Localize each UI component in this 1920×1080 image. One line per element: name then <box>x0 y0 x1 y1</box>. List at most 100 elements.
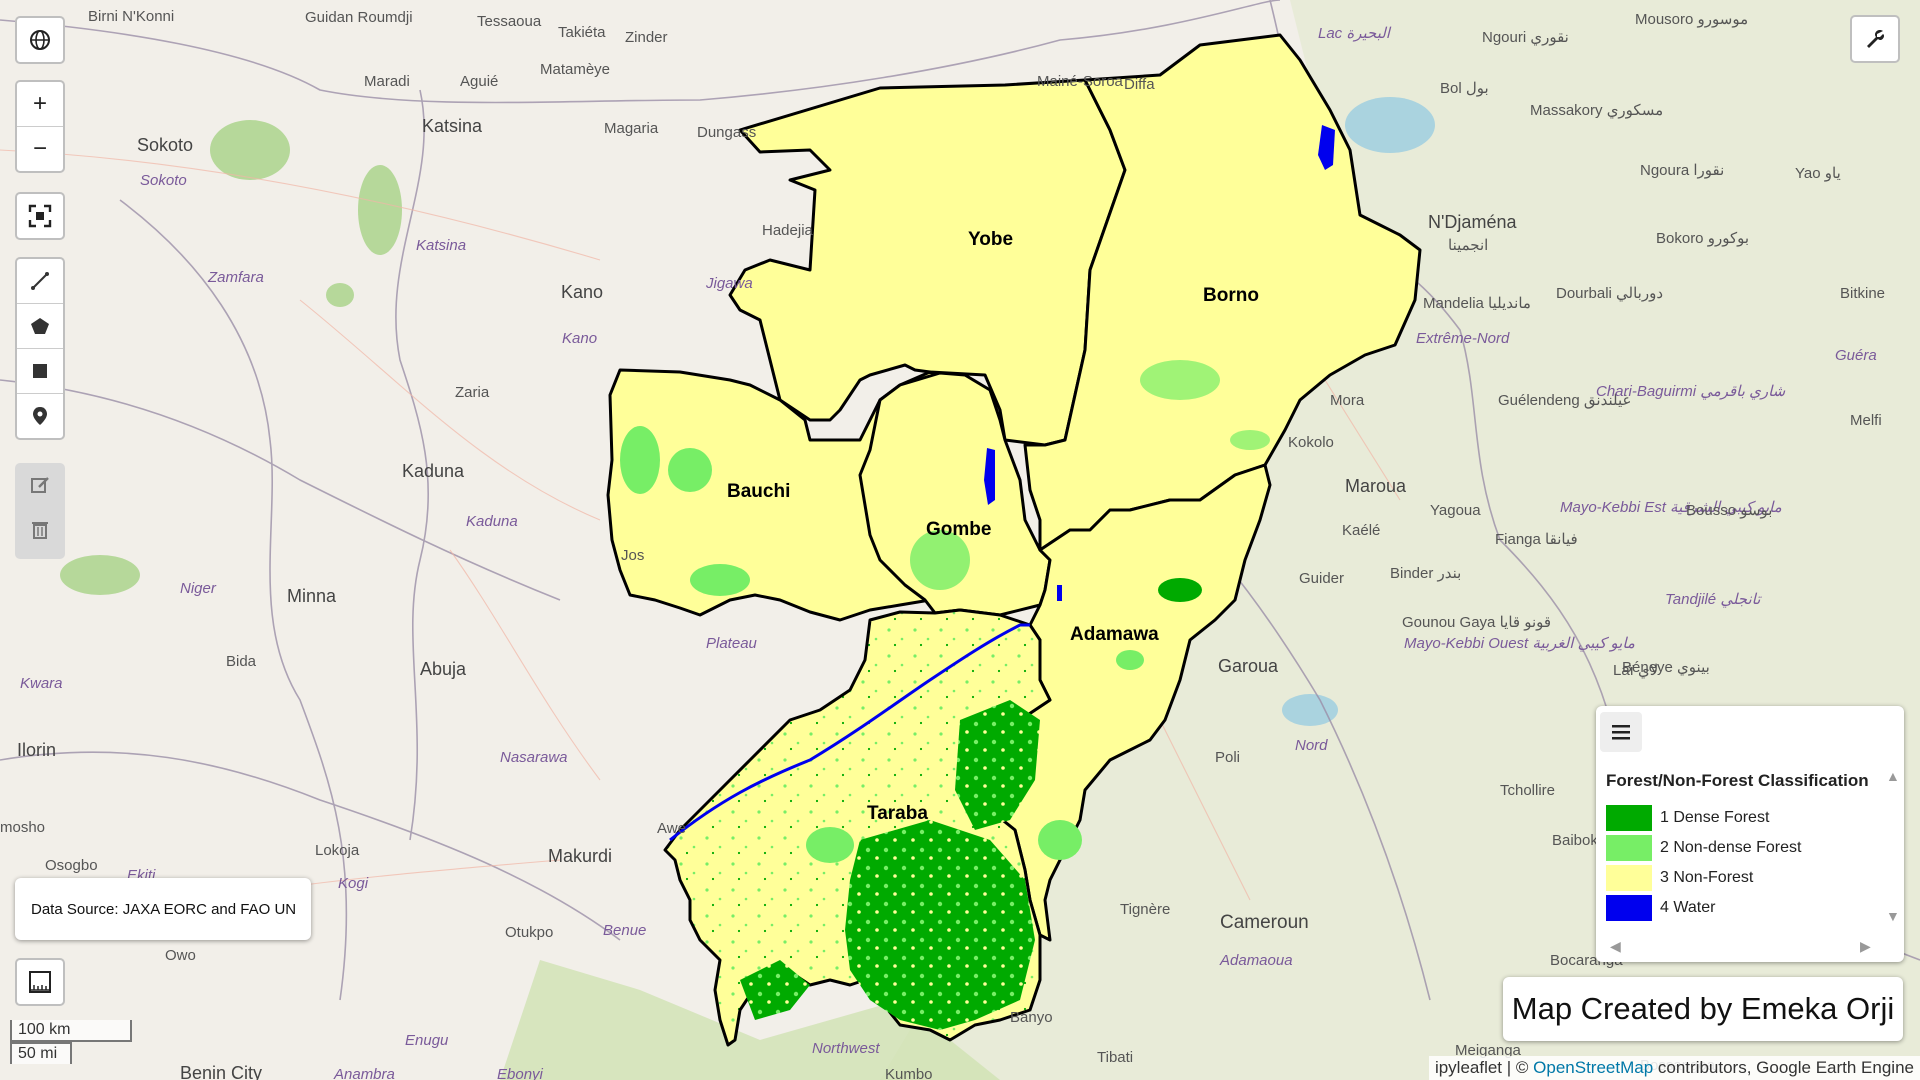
base-label: Aguié <box>460 73 498 90</box>
draw-polygon-button[interactable] <box>17 304 63 349</box>
base-label: Zaria <box>455 384 490 401</box>
forest-bauchi-3 <box>690 564 750 596</box>
scroll-up-icon[interactable]: ▲ <box>1886 768 1900 784</box>
base-label: Yao ياو <box>1795 165 1841 182</box>
forest-borno-2 <box>1230 430 1270 450</box>
base-label: Nord <box>1295 737 1328 754</box>
zoom-out-button[interactable]: − <box>32 135 47 162</box>
dam-gombe <box>984 448 995 505</box>
base-label: Cameroun <box>1220 912 1309 933</box>
base-water-2 <box>1282 694 1338 726</box>
legend-item: 2 Non-dense Forest <box>1606 834 1801 862</box>
data-source-text: Data Source: JAXA EORC and FAO UN <box>31 900 297 918</box>
data-source-box: Data Source: JAXA EORC and FAO UN <box>15 878 311 940</box>
scroll-right-icon[interactable]: ▶ <box>1860 938 1871 954</box>
delete-layers-button[interactable] <box>15 507 65 551</box>
base-label: Jigawa <box>705 275 753 292</box>
base-label: Benin City <box>180 1063 262 1080</box>
base-label: Sokoto <box>137 135 193 155</box>
scroll-left-icon[interactable]: ◀ <box>1610 938 1621 954</box>
legend-label: 2 Non-dense Forest <box>1660 839 1802 856</box>
base-label: Makurdi <box>548 846 612 866</box>
base-label: Ebonyi <box>497 1066 544 1080</box>
forest-bauchi-2 <box>620 426 660 494</box>
base-label: Tignère <box>1120 901 1170 918</box>
forest-taraba-5 <box>1038 820 1082 860</box>
base-label: Garoua <box>1218 656 1279 676</box>
base-label: Gounou Gaya قونو قايا <box>1402 614 1551 631</box>
forest-patches <box>620 360 1270 1030</box>
base-label: Osogbo <box>45 857 98 874</box>
edit-layers-button[interactable] <box>15 463 65 507</box>
edit-toolbar <box>15 463 65 559</box>
benue-river <box>669 623 1030 842</box>
base-label: Bousso بوسو <box>1686 502 1772 519</box>
base-label: Guider <box>1299 570 1344 587</box>
state-label-yobe: Yobe <box>968 229 1013 250</box>
base-label: Maroua <box>1345 476 1407 496</box>
attribution: ipyleaflet | © OpenStreetMap contributor… <box>1428 1056 1920 1080</box>
base-label: Birni N'Konni <box>88 8 174 25</box>
base-label: Lokoja <box>315 842 360 859</box>
base-label: Béneye بينوي <box>1622 659 1710 676</box>
base-forest-3 <box>60 555 140 595</box>
base-label: Kaduna <box>402 461 465 481</box>
base-label: mosho <box>0 819 45 836</box>
legend-panel: Forest/Non-Forest Classification 1 Dense… <box>1596 706 1904 962</box>
base-label: Niger <box>180 580 217 597</box>
scale-bar: 100 km 50 mi <box>10 1020 132 1064</box>
base-label: Meiganga <box>1455 1042 1522 1059</box>
legend-menu-button[interactable] <box>1600 712 1642 752</box>
base-label: Kogi <box>338 875 369 892</box>
toolbar-button[interactable] <box>1850 15 1900 63</box>
forest-taraba-mid <box>955 700 1040 830</box>
base-label: Mayo-Kebbi Ouest مايو كيبي الغربية <box>1404 635 1635 652</box>
base-label: Jos <box>621 547 644 564</box>
forest-taraba-4 <box>806 827 854 863</box>
scroll-down-icon[interactable]: ▼ <box>1886 908 1900 924</box>
base-label: Banyo <box>1010 1009 1053 1026</box>
base-label: Tandjilé تانجلي <box>1665 591 1762 608</box>
base-label: Poli <box>1215 749 1240 766</box>
base-label: Northwest <box>812 1040 880 1057</box>
legend-swatch <box>1606 865 1652 891</box>
base-label: Tchollire <box>1500 782 1555 799</box>
attribution-prefix: ipyleaflet | © <box>1434 1058 1534 1077</box>
state-label-gombe: Gombe <box>926 519 991 540</box>
fullscreen-icon <box>28 204 52 228</box>
forest-taraba-west <box>740 960 810 1020</box>
draw-polyline-button[interactable] <box>17 259 63 304</box>
base-label: Kano <box>562 330 597 347</box>
legend-label: 1 Dense Forest <box>1660 809 1770 826</box>
credit-box: Map Created by Emeka Orji <box>1503 977 1903 1041</box>
base-label: Ngouri نقوري <box>1482 29 1569 46</box>
globe-button[interactable] <box>15 16 65 64</box>
fullscreen-button[interactable] <box>15 192 65 240</box>
base-label: N'Djaména <box>1428 212 1517 232</box>
base-label: Anambra <box>333 1066 395 1080</box>
draw-marker-button[interactable] <box>17 394 63 438</box>
base-label: Melfi <box>1850 412 1882 429</box>
base-label: Fianga فيانقا <box>1495 531 1578 548</box>
base-label: Hadejia <box>762 222 814 239</box>
forest-borno-1 <box>1140 360 1220 400</box>
base-label: Mainé-Soroa <box>1037 73 1124 90</box>
osm-link[interactable]: OpenStreetMap <box>1533 1058 1654 1077</box>
base-label: Katsina <box>416 237 466 254</box>
base-label: Bida <box>226 653 257 670</box>
draw-rectangle-button[interactable] <box>17 349 63 394</box>
base-label: Guélendeng غيلندنق <box>1498 392 1630 409</box>
base-label: Dourbali دوربالي <box>1556 285 1663 302</box>
lake-borno <box>1318 125 1335 170</box>
base-label: Awe <box>657 820 686 837</box>
trash-icon <box>32 522 48 539</box>
base-label: انجمينا <box>1448 237 1488 254</box>
state-label-borno: Borno <box>1203 285 1259 306</box>
zoom-in-button[interactable]: + <box>17 82 63 127</box>
measure-button[interactable] <box>15 958 65 1006</box>
base-forest-1 <box>210 120 290 180</box>
base-label: Kaduna <box>466 513 518 530</box>
base-label: Extrême-Nord <box>1416 330 1510 347</box>
state-label-adamawa: Adamawa <box>1070 624 1159 645</box>
